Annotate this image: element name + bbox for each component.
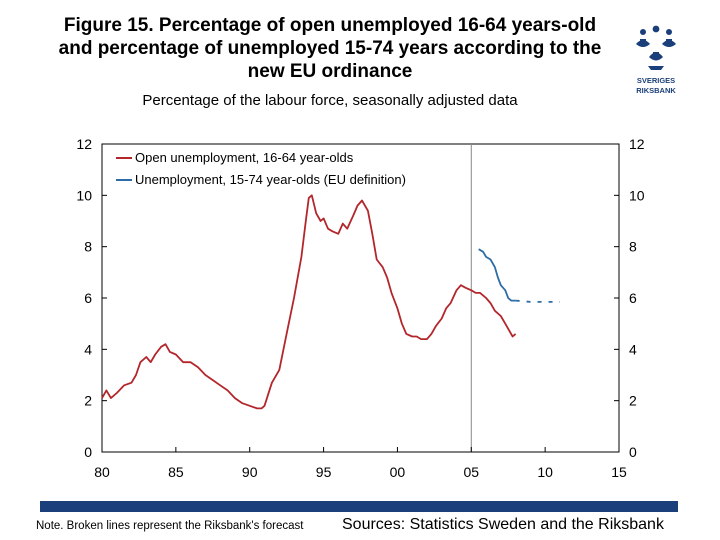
x-tick-label: 05 <box>463 464 479 480</box>
y-tick-label-left: 0 <box>84 444 92 460</box>
y-tick-label-left: 10 <box>76 187 92 203</box>
forecast-note: Note. Broken lines represent the Riksban… <box>36 520 304 532</box>
legend-label-open-unemployment: Open unemployment, 16-64 year-olds <box>135 150 354 165</box>
x-tick-label: 85 <box>168 464 184 480</box>
plot-frame <box>101 143 620 453</box>
y-tick-label-left: 4 <box>84 341 92 357</box>
y-tick-label-right: 8 <box>629 239 637 255</box>
axis-ticks <box>101 143 620 453</box>
x-tick-label: 10 <box>537 464 553 480</box>
y-tick-label-right: 4 <box>629 341 637 357</box>
y-tick-label-right: 2 <box>629 393 637 409</box>
footer-brand-bar <box>40 501 678 512</box>
legend-label-eu-unemployment: Unemployment, 15-74 year-olds (EU defini… <box>135 172 406 187</box>
y-tick-label-left: 2 <box>84 393 92 409</box>
x-tick-label: 95 <box>316 464 332 480</box>
x-tick-label: 15 <box>611 464 627 480</box>
y-tick-label-left: 8 <box>84 239 92 255</box>
series-eu-unemployment <box>478 248 516 302</box>
riksbank-logo: SVERIGES RIKSBANK <box>636 25 676 95</box>
series-forecast <box>515 299 560 303</box>
y-tick-label-left: 12 <box>76 136 92 152</box>
series-group <box>101 194 560 410</box>
title-line-1: Figure 15. Percentage of open unemployed… <box>63 15 597 36</box>
legend: Open unemployment, 16-64 year-olds Unemp… <box>116 150 406 187</box>
chart-title: Figure 15. Percentage of open unemployed… <box>30 14 630 83</box>
x-tick-label: 90 <box>242 464 258 480</box>
y-axis-right-labels: 0 2 4 6 8 10 12 <box>629 136 645 460</box>
x-axis-labels: 80 85 90 95 00 05 10 15 <box>94 464 627 480</box>
logo-text-line2: RIKSBANK <box>636 86 676 95</box>
y-tick-label-right: 10 <box>629 187 645 203</box>
y-tick-label-right: 6 <box>629 290 637 306</box>
title-line-3: new EU ordinance <box>247 61 413 82</box>
logo-text-line1: SVERIGES <box>637 76 675 85</box>
series-open-unemployment <box>101 194 517 410</box>
y-tick-label-left: 6 <box>84 290 92 306</box>
y-axis-left-labels: 0 2 4 6 8 10 12 <box>76 136 92 460</box>
y-tick-label-right: 0 <box>629 444 637 460</box>
x-tick-label: 80 <box>94 464 110 480</box>
chart-subtitle: Percentage of the labour force, seasonal… <box>142 92 518 109</box>
y-tick-label-right: 12 <box>629 136 645 152</box>
sources-text: Sources: Statistics Sweden and the Riksb… <box>342 516 664 533</box>
x-tick-label: 00 <box>390 464 406 480</box>
title-line-2: and percentage of unemployed 15-74 years… <box>58 38 602 59</box>
